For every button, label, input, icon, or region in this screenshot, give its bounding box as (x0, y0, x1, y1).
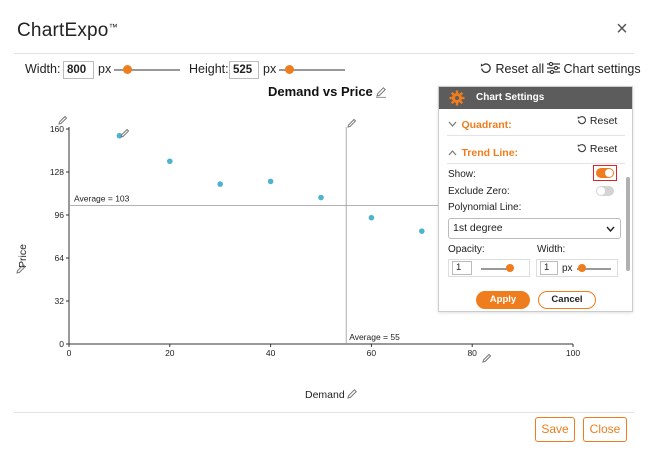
y-tick-label: 160 (50, 124, 64, 134)
line-width-control (536, 259, 618, 277)
footer-divider (14, 412, 634, 413)
data-point (419, 228, 425, 234)
width-input[interactable]: 800 (63, 61, 94, 79)
exclude-zero-toggle[interactable] (596, 186, 614, 196)
x-tick-label: 0 (67, 348, 72, 358)
exclude-zero-label: Exclude Zero: (448, 186, 510, 197)
edit-point-icon[interactable] (120, 128, 130, 138)
y-tick-label: 96 (55, 210, 65, 220)
quadrant-reset-button[interactable]: Reset (577, 115, 617, 127)
x-tick-label: 20 (165, 348, 175, 358)
polynomial-line-select[interactable]: 1st degree (448, 218, 621, 239)
opacity-slider-thumb[interactable] (506, 264, 514, 272)
chevron-up-icon (448, 150, 457, 156)
quadrant-label: Quadrant: (461, 119, 512, 131)
polynomial-line-label: Polynomial Line: (448, 202, 522, 213)
chevron-down-icon (606, 226, 615, 232)
show-toggle[interactable] (596, 168, 614, 178)
width-slider-track[interactable] (114, 69, 180, 71)
edit-x-axis-icon[interactable] (482, 353, 492, 363)
show-label: Show: (448, 169, 476, 180)
width-label: Width: (25, 62, 61, 76)
quadrant-section-toggle[interactable]: Quadrant: (448, 115, 512, 133)
data-point (267, 178, 274, 185)
x-tick-label: 80 (467, 348, 477, 358)
x-tick-label: 100 (566, 348, 580, 358)
show-toggle-highlight (593, 165, 617, 181)
line-width-unit: px (562, 263, 573, 274)
line-width-slider-thumb[interactable] (578, 264, 586, 272)
panel-header: Chart Settings (439, 87, 632, 109)
edit-average-x-icon[interactable] (347, 118, 357, 128)
line-width-label: Width: (537, 244, 566, 255)
opacity-label: Opacity: (448, 244, 485, 255)
trend-line-reset-button[interactable]: Reset (577, 143, 617, 155)
panel-divider (447, 135, 625, 136)
apply-button[interactable]: Apply (476, 291, 530, 309)
height-input[interactable]: 525 (229, 61, 259, 79)
x-axis-label: Demand (305, 389, 345, 401)
data-point (217, 181, 223, 187)
chevron-down-icon (448, 121, 457, 127)
y-tick-label: 64 (55, 253, 65, 263)
reset-all-button[interactable]: Reset all (480, 62, 544, 76)
width-unit: px (98, 62, 112, 76)
edit-ylabel-icon[interactable] (15, 263, 27, 275)
cancel-button[interactable]: Cancel (538, 291, 596, 309)
average-y-label: Average = 103 (74, 194, 130, 204)
panel-title: Chart Settings (476, 92, 545, 103)
sliders-icon (547, 61, 560, 75)
panel-divider (447, 163, 625, 164)
line-width-slider-track[interactable] (577, 268, 611, 270)
height-label: Height: (189, 62, 229, 76)
close-icon[interactable]: × (616, 18, 628, 40)
edit-xlabel-icon[interactable] (346, 388, 358, 400)
data-point (318, 194, 324, 201)
reset-icon (480, 63, 491, 73)
width-slider-thumb[interactable] (123, 65, 132, 74)
y-tick-label: 32 (55, 296, 65, 306)
save-button[interactable]: Save (535, 417, 575, 442)
x-tick-label: 40 (266, 348, 276, 358)
data-point (368, 214, 375, 221)
app-brand: ChartExpo™ (17, 20, 118, 41)
y-tick-label: 128 (50, 167, 64, 177)
chart-settings-panel: Chart Settings Quadrant: Reset Trend Lin… (438, 86, 633, 312)
gear-icon (449, 90, 465, 106)
edit-y-axis-icon[interactable] (58, 115, 68, 125)
chart-settings-button[interactable]: Chart settings (547, 61, 641, 76)
panel-scrollbar[interactable] (626, 177, 630, 271)
close-button[interactable]: Close (583, 417, 627, 442)
chart-title: Demand vs Price (268, 84, 373, 99)
edit-title-icon[interactable] (375, 86, 387, 98)
average-x-label: Average = 55 (349, 332, 400, 342)
height-slider-track[interactable] (279, 69, 345, 71)
data-point (167, 158, 173, 165)
opacity-slider-track[interactable] (481, 268, 513, 270)
reset-icon (577, 144, 586, 153)
height-unit: px (263, 62, 277, 76)
height-slider-thumb[interactable] (285, 65, 294, 74)
x-tick-label: 60 (367, 348, 377, 358)
header-divider (14, 53, 634, 54)
opacity-input[interactable]: 1 (452, 261, 472, 275)
line-width-input[interactable]: 1 (540, 261, 558, 275)
y-tick-label: 0 (59, 339, 64, 349)
opacity-control (448, 259, 530, 277)
trend-line-label: Trend Line: (461, 147, 519, 159)
reset-icon (577, 116, 586, 125)
trend-line-section-toggle[interactable]: Trend Line: (448, 143, 518, 161)
